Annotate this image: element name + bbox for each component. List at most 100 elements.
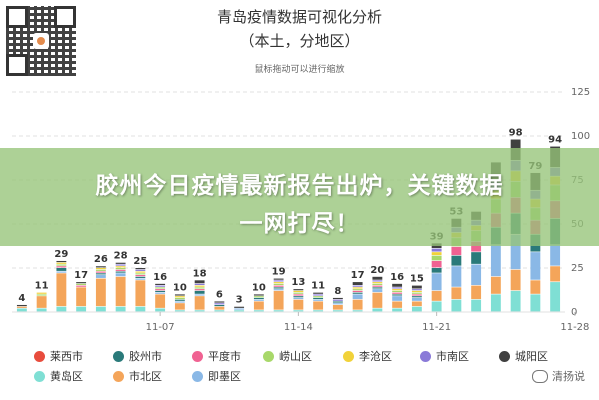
bar-segment bbox=[471, 252, 482, 264]
legend-item[interactable]: 即墨区 bbox=[192, 368, 241, 384]
bar-segment bbox=[431, 252, 442, 256]
bar-segment bbox=[372, 285, 383, 287]
bar-segment bbox=[451, 255, 462, 266]
bar-segment bbox=[411, 290, 422, 293]
bar-segment bbox=[95, 268, 106, 270]
bar-segment bbox=[392, 308, 403, 312]
legend-swatch bbox=[343, 350, 354, 362]
bar-segment bbox=[56, 271, 67, 273]
bar-segment bbox=[174, 296, 185, 298]
data-label: 28 bbox=[114, 251, 128, 262]
bar-segment bbox=[56, 264, 67, 266]
legend-swatch bbox=[263, 350, 274, 362]
bar-segment bbox=[115, 264, 126, 266]
data-label: 16 bbox=[390, 272, 404, 283]
bar-segment bbox=[115, 268, 126, 270]
bar-segment bbox=[95, 306, 106, 312]
bar-segment bbox=[293, 297, 304, 300]
bar-segment bbox=[155, 287, 166, 289]
bar-segment bbox=[214, 306, 225, 310]
data-label: 29 bbox=[54, 249, 68, 260]
bar-segment bbox=[194, 294, 205, 296]
bar-segment bbox=[313, 297, 324, 300]
bar-segment bbox=[352, 289, 363, 291]
bar-segment bbox=[490, 294, 501, 312]
legend-item[interactable]: 平度市 bbox=[192, 348, 241, 364]
legend-swatch bbox=[34, 350, 45, 362]
bar-segment bbox=[372, 282, 383, 284]
bar-segment bbox=[352, 310, 363, 312]
data-label: 10 bbox=[252, 282, 266, 293]
bar-segment bbox=[352, 290, 363, 293]
bar-segment bbox=[76, 306, 87, 312]
bar-segment bbox=[510, 269, 521, 291]
headline-line-1[interactable]: 胶州今日疫情最新报告出炉，关键数据 bbox=[95, 173, 504, 199]
bar-segment bbox=[392, 296, 403, 301]
bar-segment bbox=[293, 294, 304, 296]
data-label: 98 bbox=[509, 128, 523, 139]
bar-segment bbox=[135, 268, 146, 270]
data-label: 17 bbox=[74, 270, 88, 281]
bar-segment bbox=[273, 282, 284, 284]
bar-segment bbox=[471, 241, 482, 252]
legend-item[interactable]: 胶州市 bbox=[113, 348, 162, 364]
bar-segment bbox=[95, 271, 106, 273]
bar-segment bbox=[253, 310, 264, 312]
data-label: 4 bbox=[18, 293, 25, 304]
bar-segment bbox=[471, 299, 482, 312]
legend-label: 胶州市 bbox=[129, 350, 162, 363]
bar-segment bbox=[372, 283, 383, 285]
data-label: 94 bbox=[548, 135, 562, 146]
bar-segment bbox=[293, 299, 304, 310]
legend-item[interactable]: 城阳区 bbox=[499, 348, 548, 364]
headline-banner bbox=[0, 148, 599, 246]
headline-line-2[interactable]: 一网打尽！ bbox=[239, 211, 360, 237]
bar-segment bbox=[115, 262, 126, 264]
data-label: 10 bbox=[173, 282, 187, 293]
bar-segment bbox=[194, 310, 205, 312]
chart-title: 青岛疫情数据可视化分析 bbox=[216, 8, 382, 26]
bar-segment bbox=[174, 297, 185, 300]
bar-segment bbox=[352, 285, 363, 287]
legend-item[interactable]: 李沧区 bbox=[343, 348, 392, 364]
bar-segment bbox=[431, 255, 442, 261]
bar-segment bbox=[372, 308, 383, 312]
legend-label: 李沧区 bbox=[359, 350, 392, 363]
data-label: 16 bbox=[153, 272, 167, 283]
bar-segment bbox=[411, 289, 422, 291]
legend-item[interactable]: 黄岛区 bbox=[34, 368, 83, 384]
legend-item[interactable]: 莱西市 bbox=[34, 348, 83, 364]
bar-segment bbox=[293, 310, 304, 312]
data-label: 20 bbox=[370, 265, 384, 276]
data-label: 26 bbox=[94, 254, 108, 265]
bar-segment bbox=[550, 282, 561, 312]
data-label: 8 bbox=[334, 286, 341, 297]
bar-segment bbox=[332, 297, 343, 300]
bar-segment bbox=[293, 292, 304, 294]
bar-segment bbox=[392, 290, 403, 293]
zoom-hint: 鼠标拖动可以进行缩放 bbox=[254, 65, 345, 75]
bar-segment bbox=[392, 292, 403, 294]
data-label: 15 bbox=[410, 274, 424, 285]
bar-segment bbox=[194, 283, 205, 285]
bar-segment bbox=[174, 294, 185, 296]
bar-segment bbox=[332, 299, 343, 301]
legend-item[interactable]: 崂山区 bbox=[263, 348, 312, 364]
bar-segment bbox=[313, 299, 324, 301]
bar-segment bbox=[115, 306, 126, 312]
y-tick-label: 25 bbox=[571, 263, 584, 274]
legend-label: 市南区 bbox=[436, 350, 469, 363]
bar-segment bbox=[293, 290, 304, 293]
legend-label: 市北区 bbox=[129, 370, 162, 383]
qr-finder-top-left bbox=[6, 6, 28, 28]
legend-item[interactable]: 市北区 bbox=[113, 368, 162, 384]
bar-segment bbox=[115, 269, 126, 271]
watermark: 清扬说 bbox=[532, 368, 585, 384]
bar-segment bbox=[234, 308, 245, 310]
bar-segment bbox=[352, 292, 363, 294]
bar-segment bbox=[174, 299, 185, 301]
bar-segment bbox=[214, 304, 225, 307]
legend-label: 即墨区 bbox=[208, 370, 241, 383]
legend-label: 崂山区 bbox=[279, 350, 312, 363]
legend-item[interactable]: 市南区 bbox=[420, 348, 469, 364]
